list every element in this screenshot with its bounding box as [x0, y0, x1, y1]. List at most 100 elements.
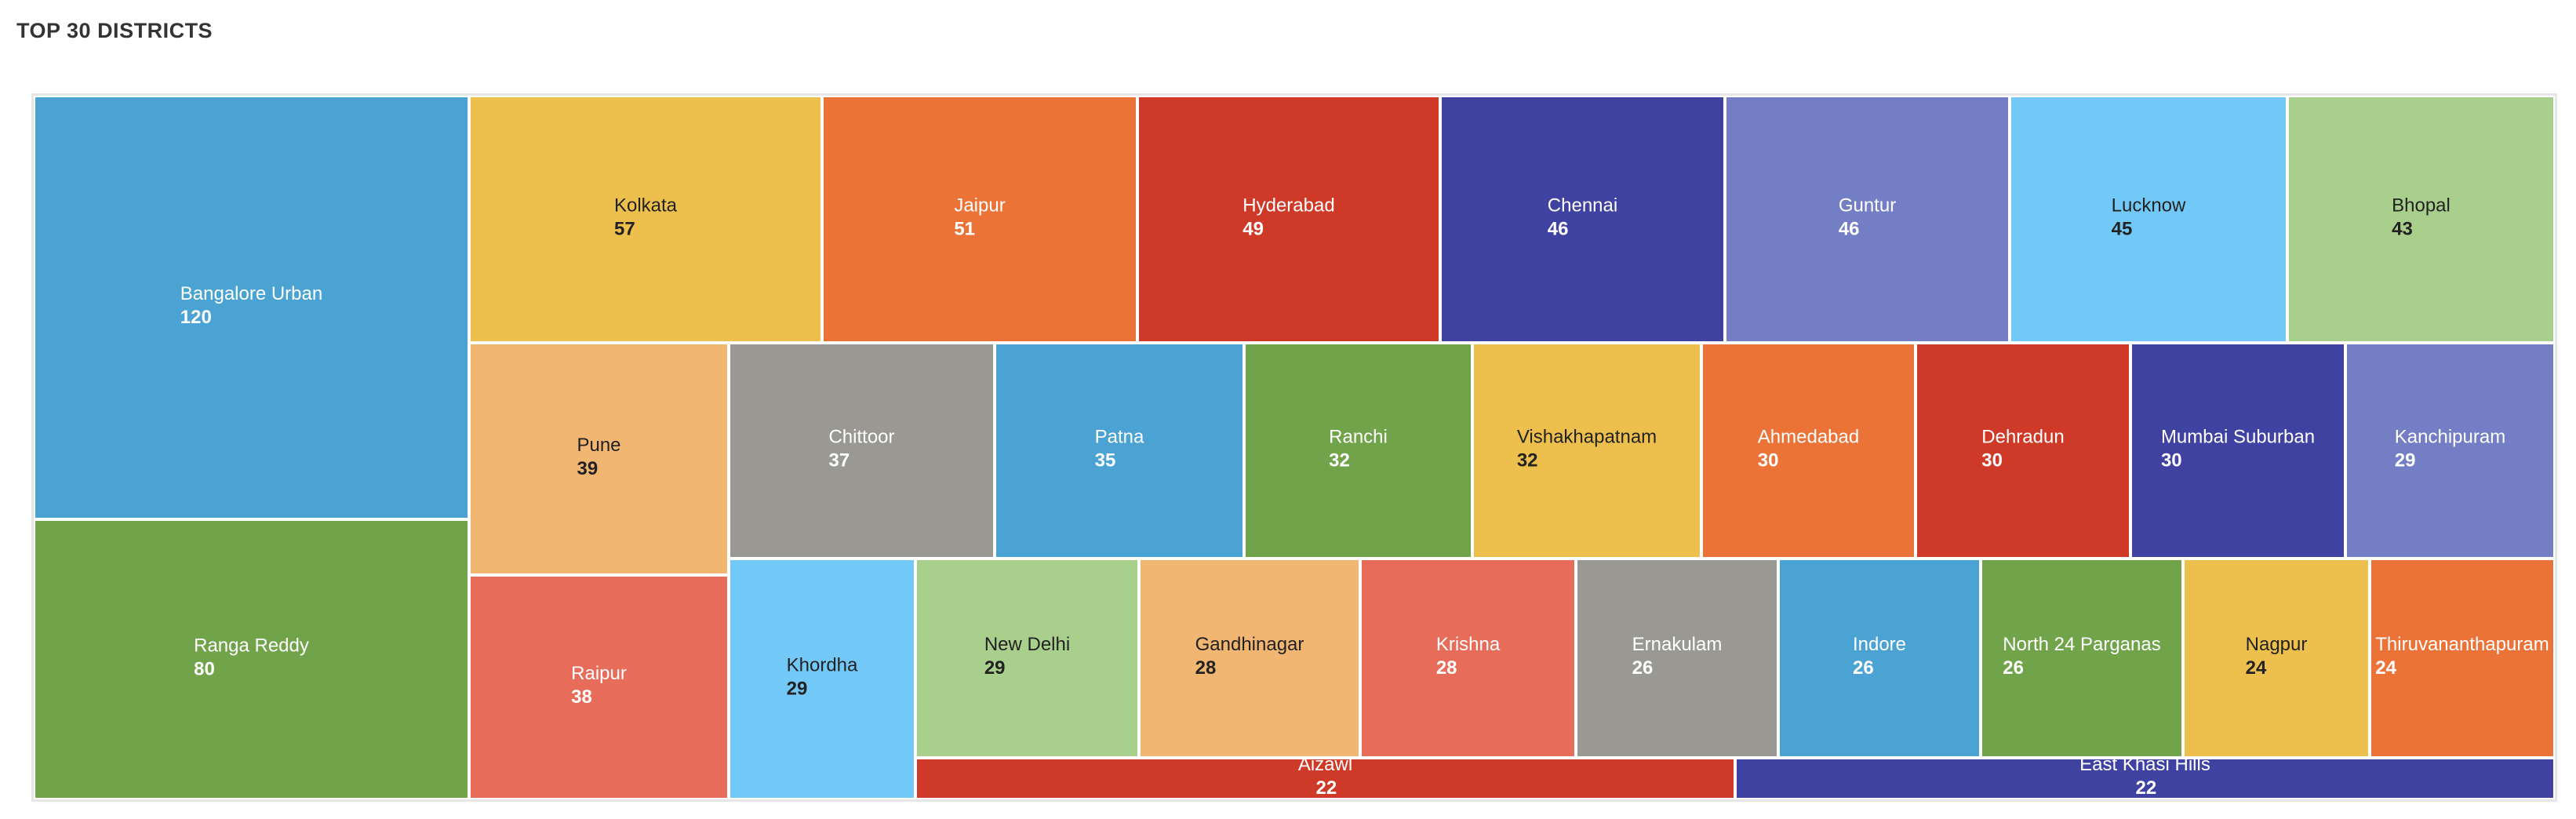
tile-rect-east-khasi-hills[interactable]: [1737, 759, 2553, 798]
tile-value-ahmedabad: 30: [1758, 450, 1779, 471]
tile-label-krishna: Krishna: [1436, 634, 1501, 655]
tile-value-thiruvananthapuram: 24: [2375, 657, 2396, 679]
tile-rect-ranga-reddy[interactable]: [35, 521, 468, 798]
tile-rect-chittoor[interactable]: [730, 344, 993, 557]
tile-label-ernakulam: Ernakulam: [1632, 634, 1723, 655]
tile-rect-aizawl[interactable]: [917, 759, 1734, 798]
tile-label-east-khasi-hills: East Khasi Hills: [2079, 754, 2210, 775]
tile-value-new-delhi: 29: [984, 657, 1006, 679]
tile-rect-chennai[interactable]: [1442, 97, 1723, 341]
tile-value-patna: 35: [1095, 450, 1116, 471]
tile-value-north-24-parganas: 26: [2003, 657, 2024, 679]
tile-value-indore: 26: [1853, 657, 1874, 679]
tile-label-vishakhapatnam: Vishakhapatnam: [1517, 427, 1657, 448]
tile-label-north-24-parganas: North 24 Parganas: [2003, 634, 2160, 655]
tile-value-khordha: 29: [787, 679, 808, 700]
tile-value-vishakhapatnam: 32: [1517, 450, 1538, 471]
tile-rect-guntur[interactable]: [1726, 97, 2008, 341]
tile-value-aizawl: 22: [1316, 777, 1337, 799]
tile-value-kanchipuram: 29: [2395, 450, 2416, 471]
tile-rect-kolkata[interactable]: [471, 97, 820, 341]
tile-rect-patna[interactable]: [996, 344, 1243, 557]
tile-rect-north-24-parganas[interactable]: [1982, 560, 2181, 756]
tile-rect-ranchi[interactable]: [1246, 344, 1471, 557]
tile-label-thiruvananthapuram: Thiruvananthapuram: [2375, 634, 2549, 655]
tile-label-chittoor: Chittoor: [828, 427, 894, 448]
tile-rect-raipur[interactable]: [471, 577, 727, 798]
tile-label-new-delhi: New Delhi: [984, 634, 1070, 655]
tile-rect-hyderabad[interactable]: [1139, 97, 1439, 341]
tile-label-raipur: Raipur: [571, 663, 627, 684]
treemap-frame: Bangalore Urban 120 Ranga Reddy 80 Kolkata 57…: [31, 93, 2557, 802]
tile-rect-khordha[interactable]: [730, 560, 914, 798]
tile-rect-mumbai-suburban[interactable]: [2132, 344, 2344, 557]
tile-label-bhopal: Bhopal: [2392, 195, 2450, 217]
tile-rect-lucknow[interactable]: [2011, 97, 2286, 341]
tile-label-ranchi: Ranchi: [1329, 427, 1388, 448]
tile-bangalore-urban[interactable]: Bangalore Urban 120: [35, 97, 468, 518]
tile-label-bangalore-urban: Bangalore Urban: [180, 283, 322, 304]
tile-value-ranga-reddy: 80: [194, 659, 215, 680]
tile-rect-bangalore-urban[interactable]: [35, 97, 468, 518]
tile-label-kanchipuram: Kanchipuram: [2395, 427, 2505, 448]
tile-rect-vishakhapatnam[interactable]: [1474, 344, 1700, 557]
tile-value-east-khasi-hills: 22: [2136, 777, 2157, 799]
tile-rect-ernakulam[interactable]: [1577, 560, 1777, 756]
tile-label-jaipur: Jaipur: [954, 195, 1005, 217]
tile-rect-gandhinagar[interactable]: [1141, 560, 1359, 756]
tile-value-dehradun: 30: [1981, 450, 2003, 471]
tile-rect-nagpur[interactable]: [2185, 560, 2368, 756]
tile-value-lucknow: 45: [2112, 219, 2133, 240]
tile-rect-krishna[interactable]: [1362, 560, 1574, 756]
tile-value-hyderabad: 49: [1243, 219, 1264, 240]
tile-rect-bhopal[interactable]: [2289, 97, 2553, 341]
tile-rect-kanchipuram[interactable]: [2347, 344, 2553, 557]
tile-rect-thiruvananthapuram[interactable]: [2371, 560, 2553, 756]
tile-rect-ahmedabad[interactable]: [1703, 344, 1914, 557]
tile-rect-jaipur[interactable]: [824, 97, 1136, 341]
tile-value-chennai: 46: [1548, 219, 1569, 240]
tile-label-khordha: Khordha: [787, 655, 858, 676]
tile-rect-dehradun[interactable]: [1917, 344, 2129, 557]
tile-khordha[interactable]: Khordha 29: [730, 560, 914, 798]
tile-rect-indore[interactable]: [1780, 560, 1979, 756]
tile-rect-pune[interactable]: [471, 344, 727, 573]
tile-rect-new-delhi[interactable]: [917, 560, 1137, 756]
tile-value-nagpur: 24: [2246, 657, 2267, 679]
tile-value-bangalore-urban: 120: [180, 307, 212, 328]
tile-label-guntur: Guntur: [1839, 195, 1896, 217]
tile-value-ranchi: 32: [1329, 450, 1350, 471]
tile-label-dehradun: Dehradun: [1981, 427, 2064, 448]
tile-label-lucknow: Lucknow: [2112, 195, 2186, 217]
tile-value-kolkata: 57: [614, 219, 635, 240]
tile-label-chennai: Chennai: [1548, 195, 1617, 217]
